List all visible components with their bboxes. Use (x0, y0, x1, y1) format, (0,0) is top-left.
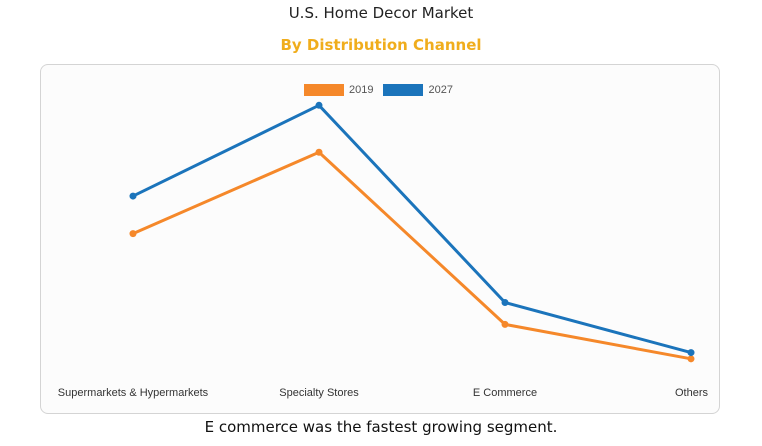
x-tick-label: Specialty Stores (279, 387, 359, 399)
legend-item-2027[interactable]: 2027 (383, 84, 453, 96)
legend-label-2019: 2019 (349, 84, 374, 96)
data-point-2019-0[interactable] (129, 230, 137, 238)
data-point-2027-1[interactable] (315, 101, 323, 109)
chart-caption: E commerce was the fastest growing segme… (204, 418, 558, 436)
chart-legend: 2019 2027 (304, 82, 463, 98)
chart-title: U.S. Home Decor Market (288, 4, 474, 22)
line-chart: Supermarkets & Hypermarkets Specialty Sto… (58, 101, 709, 399)
data-point-2019-1[interactable] (315, 148, 323, 156)
data-point-2027-0[interactable] (129, 192, 137, 200)
series-layer (129, 101, 695, 363)
series-line-2019 (132, 150, 692, 361)
data-point-2027-3[interactable] (687, 349, 695, 357)
legend-label-2027: 2027 (428, 84, 453, 96)
data-point-2019-3[interactable] (687, 355, 695, 363)
data-point-2027-2[interactable] (501, 298, 509, 306)
data-point-2019-2[interactable] (501, 320, 509, 328)
chart-subtitle: By Distribution Channel (280, 36, 482, 54)
legend-swatch-2019 (304, 84, 344, 96)
x-tick-label: Others (675, 387, 709, 399)
legend-swatch-2027 (383, 84, 424, 96)
chart-card (40, 64, 720, 414)
x-tick-label: Supermarkets & Hypermarkets (58, 387, 209, 399)
x-tick-label: E Commerce (473, 387, 537, 399)
series-2019 (129, 148, 695, 363)
x-axis-tick-labels: Supermarkets & Hypermarkets Specialty Sto… (58, 387, 709, 399)
legend-item-2019[interactable]: 2019 (304, 84, 373, 96)
series-2027 (129, 101, 695, 357)
series-line-2027 (132, 103, 692, 355)
